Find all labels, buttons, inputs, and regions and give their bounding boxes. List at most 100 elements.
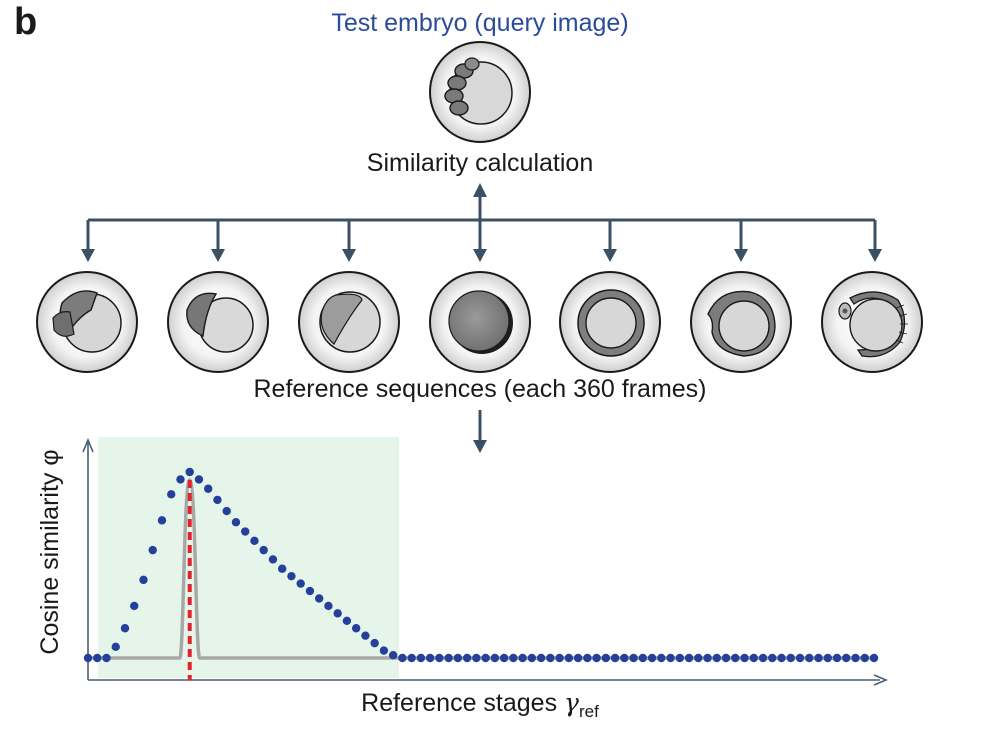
- similarity-point: [176, 475, 185, 484]
- similarity-point: [481, 653, 490, 663]
- similarity-point: [536, 653, 546, 663]
- similarity-point: [740, 653, 749, 663]
- similarity-point: [749, 653, 758, 663]
- similarity-point: [805, 653, 814, 663]
- similarity-point: [573, 653, 583, 663]
- similarity-point: [250, 536, 259, 546]
- query-embryo: [429, 41, 531, 143]
- similarity-point: [851, 653, 860, 663]
- x-axis-label-main: Reference stages: [361, 689, 565, 717]
- y-axis-arrowhead: [82, 437, 94, 453]
- similarity-point: [666, 653, 675, 663]
- similarity-point: [499, 653, 509, 663]
- connector-arrows: [86, 190, 877, 445]
- similarity-point: [462, 653, 472, 663]
- x-axis-label-subscript: ref: [579, 702, 599, 721]
- similarity-point: [601, 653, 611, 663]
- similarity-point: [546, 653, 555, 663]
- similarity-point: [435, 653, 444, 663]
- similarity-point: [518, 653, 527, 663]
- similarity-point: [564, 653, 574, 663]
- x-axis-label: Reference stages γref: [0, 688, 960, 727]
- similarity-point: [425, 653, 435, 663]
- similarity-point: [453, 653, 463, 663]
- similarity-point: [777, 653, 786, 663]
- y-axis-label: Cosine similarity φ: [36, 449, 64, 655]
- similarity-point: [721, 653, 731, 663]
- similarity-point: [130, 601, 139, 611]
- similarity-point: [638, 653, 648, 663]
- similarity-point: [620, 653, 629, 663]
- similarity-point: [287, 571, 296, 581]
- similarity-point: [583, 653, 592, 663]
- similarity-point: [712, 653, 721, 663]
- similarity-point: [268, 555, 278, 564]
- similarity-point: [194, 475, 204, 484]
- reference-title: Reference sequences (each 360 frames): [253, 375, 707, 403]
- similarity-point: [647, 653, 657, 663]
- similarity-point: [444, 653, 453, 663]
- similarity-point: [814, 653, 823, 663]
- similarity-point: [305, 586, 315, 596]
- similarity-point: [657, 653, 666, 663]
- reference-embryo-3: [298, 271, 400, 373]
- similarity-point: [795, 653, 805, 663]
- similarity-point: [555, 653, 564, 663]
- similarity-point: [629, 653, 638, 663]
- similarity-point: [379, 646, 389, 655]
- similarity-point: [398, 653, 407, 663]
- x-axis-label-symbol: γ: [564, 688, 579, 717]
- similarity-point: [416, 653, 426, 663]
- similarity-point: [832, 653, 842, 663]
- similarity-point: [102, 653, 111, 663]
- panel-label: b: [14, 1, 38, 43]
- similarity-point: [731, 653, 740, 663]
- highlight-region: [98, 437, 399, 678]
- similarity-point: [222, 506, 231, 516]
- reference-embryo-2: [167, 271, 269, 373]
- similarity-point: [694, 653, 703, 663]
- similarity-point: [592, 653, 601, 663]
- reference-embryo-7: [821, 271, 923, 373]
- similarity-point: [342, 616, 352, 625]
- similarity-point: [351, 624, 361, 633]
- similarity-point: [823, 653, 832, 663]
- similarity-point: [490, 653, 500, 663]
- similarity-point: [842, 653, 851, 663]
- similarity-point: [93, 653, 102, 663]
- similarity-point: [259, 545, 268, 555]
- similarity-point: [241, 527, 250, 536]
- similarity-point: [472, 653, 481, 663]
- reference-embryo-5: [559, 271, 661, 373]
- similarity-point: [83, 653, 93, 663]
- reference-embryo-6: [690, 271, 792, 373]
- similarity-point: [148, 545, 157, 555]
- similarity-point: [703, 653, 712, 663]
- similarity-point: [509, 653, 518, 663]
- similarity-point: [231, 518, 241, 527]
- similarity-point: [361, 631, 370, 640]
- similarity-point: [786, 653, 795, 663]
- similarity-point: [610, 653, 620, 663]
- similarity-point: [758, 653, 768, 663]
- reference-embryo-4: [429, 271, 531, 373]
- similarity-point: [768, 653, 777, 663]
- similarity-point: [314, 594, 324, 603]
- similarity-point: [370, 638, 379, 648]
- query-title: Test embryo (query image): [331, 9, 629, 37]
- similarity-point: [407, 653, 416, 663]
- similarity-point: [167, 490, 176, 499]
- similarity-point: [111, 642, 120, 652]
- similarity-chart: [82, 437, 889, 686]
- reference-embryo-1: [36, 271, 138, 373]
- similarity-title: Similarity calculation: [366, 149, 594, 177]
- similarity-point: [296, 579, 305, 588]
- x-axis-arrowhead: [873, 674, 889, 686]
- similarity-point: [333, 609, 342, 618]
- similarity-point: [527, 653, 537, 663]
- similarity-point: [277, 564, 287, 573]
- similarity-point: [120, 624, 130, 633]
- similarity-point: [157, 516, 167, 525]
- similarity-point: [185, 467, 194, 477]
